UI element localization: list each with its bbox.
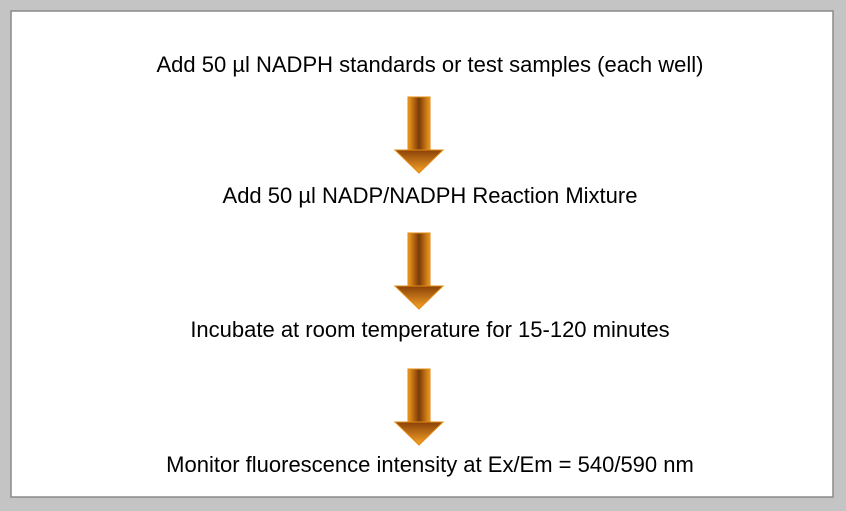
step-text: Add 50 µl NADP/NADPH Reaction Mixture bbox=[223, 183, 638, 208]
step-text: Add 50 µl NADPH standards or test sample… bbox=[156, 52, 703, 77]
step-text: Monitor fluorescence intensity at Ex/Em … bbox=[166, 452, 694, 477]
step-text: Incubate at room temperature for 15-120 … bbox=[190, 317, 669, 342]
